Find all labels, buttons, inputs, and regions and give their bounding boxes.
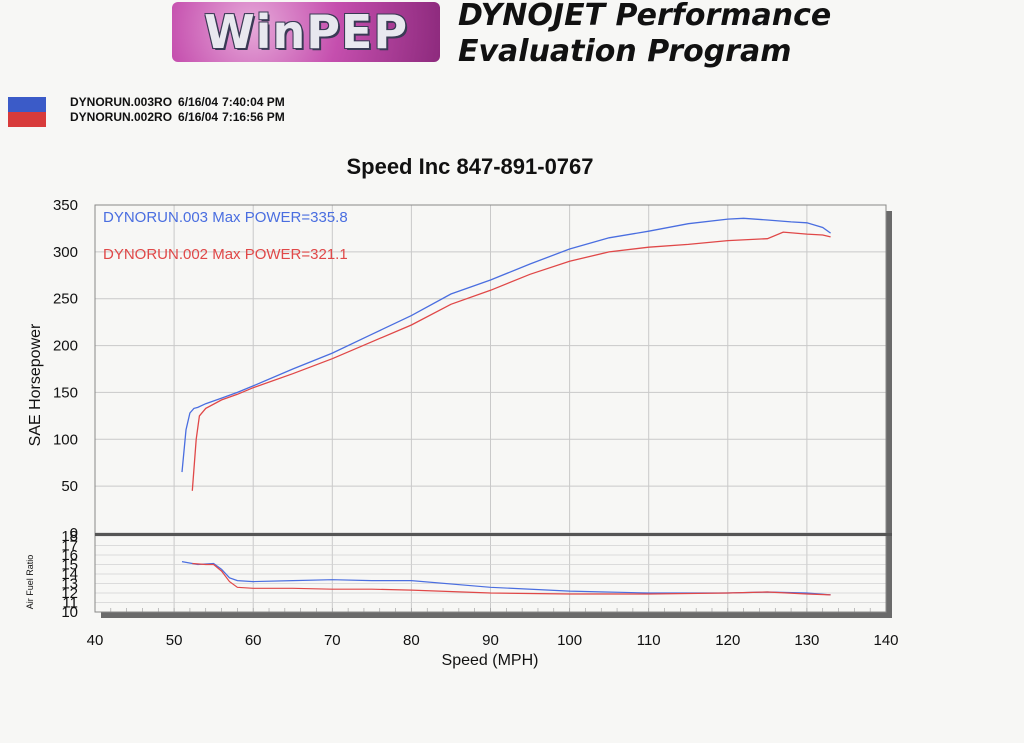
x-tick-label: 120 — [715, 632, 740, 649]
x-axis-label: Speed (MPH) — [442, 652, 539, 669]
afr-y-tick-label: 17 — [61, 538, 78, 555]
legend-file: DYNORUN.003RO — [70, 95, 173, 109]
afr-y-tick-label: 13 — [61, 576, 78, 593]
legend-run-003: DYNORUN.003RO 6/16/04 7:40:04 PM — [70, 95, 285, 109]
legend-date: 6/16/04 — [178, 110, 219, 124]
x-ticks: 40 50 60 70 80 90 100 110 120 130 140 — [87, 632, 899, 649]
afr-y-tick-label: 10 — [61, 604, 78, 621]
legend-date: 6/16/04 — [178, 95, 219, 109]
grid-lines — [94, 204, 887, 613]
hp-y-tick-label: 150 — [53, 384, 78, 401]
hp-y-tick-label: 200 — [53, 338, 78, 355]
afr-y-tick-label: 14 — [61, 566, 78, 583]
afr-series-line — [181, 561, 831, 596]
legend-file: DYNORUN.002RO — [70, 110, 173, 124]
plot-border — [94, 204, 887, 613]
legend-run-002: DYNORUN.002RO 6/16/04 7:16:56 PM — [70, 110, 285, 124]
afr-y-tick-label: 15 — [61, 557, 78, 574]
plot-shadow — [101, 211, 892, 618]
chart-title: Speed Inc 847-891-0767 — [346, 154, 593, 179]
program-title-line1: DYNOJET Performance — [458, 0, 832, 33]
hp-series-line — [181, 217, 831, 473]
x-tick-label: 100 — [557, 632, 582, 649]
logo-text: WinPEP — [203, 5, 409, 59]
hp-y-tick-label: 350 — [53, 197, 78, 214]
annotation-max-power-003: DYNORUN.003 Max POWER=335.8 — [103, 209, 348, 226]
legend-time: 7:16:56 PM — [222, 110, 285, 124]
afr-y-axis-label: Air Fuel Ratio — [25, 555, 35, 610]
plot-shadow-bottom — [101, 612, 892, 618]
afr-y-tick-label: 18 — [61, 528, 78, 545]
annotation-max-power-002: DYNORUN.002 Max POWER=321.1 — [103, 246, 348, 263]
hp-y-tick-label: 300 — [53, 244, 78, 261]
x-tick-label: 70 — [324, 632, 341, 649]
x-tick-label: 110 — [637, 632, 661, 649]
hp-series-line — [191, 231, 831, 491]
hp-y-tick-label: 0 — [70, 525, 78, 542]
afr-y-tick-label: 11 — [62, 595, 78, 612]
legend-time: 7:40:04 PM — [222, 95, 285, 109]
legend-swatch-red — [8, 112, 46, 127]
hp-y-axis-label: SAE Horsepower — [27, 323, 44, 446]
hp-y-ticks: 0 50 100 150 200 250 300 350 — [53, 197, 78, 542]
panel-divider — [95, 533, 892, 536]
afr-y-tick-label: 12 — [61, 585, 78, 602]
x-tick-label: 60 — [245, 632, 262, 649]
x-tick-label: 140 — [873, 632, 898, 649]
legend-swatch-blue — [8, 97, 46, 112]
program-title: DYNOJET Performance Evaluation Program — [458, 0, 831, 70]
afr-series-line — [192, 562, 831, 596]
hp-y-tick-label: 250 — [53, 291, 78, 308]
plot-shadow-right — [886, 211, 892, 618]
x-tick-label: 40 — [87, 632, 104, 649]
hp-y-tick-label: 100 — [53, 431, 78, 448]
winpep-logo: WinPEP — [172, 2, 440, 62]
series-lines — [181, 217, 831, 596]
hp-y-tick-label: 50 — [61, 478, 78, 495]
x-tick-label: 50 — [166, 632, 183, 649]
x-tick-label: 90 — [482, 632, 499, 649]
afr-y-tick-label: 16 — [61, 547, 78, 564]
plot-frame — [94, 204, 892, 613]
program-title-line2: Evaluation Program — [458, 34, 792, 69]
x-tick-label: 130 — [794, 632, 819, 649]
x-tick-label: 80 — [403, 632, 420, 649]
